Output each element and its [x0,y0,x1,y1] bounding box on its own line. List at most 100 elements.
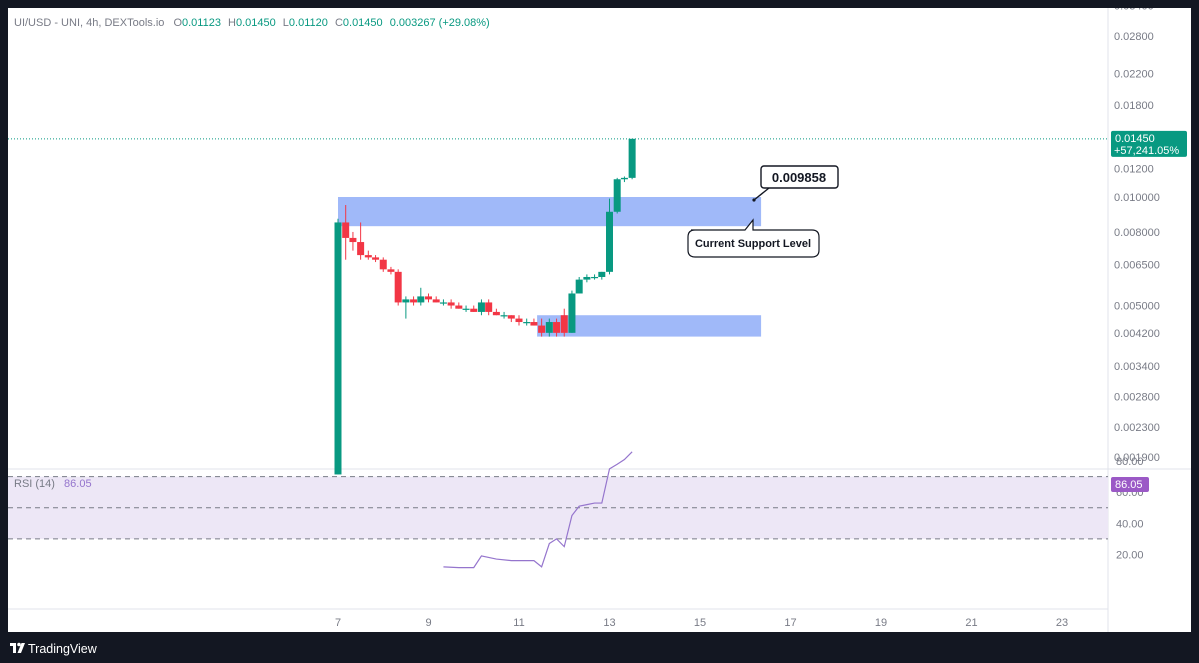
candle-body [553,322,561,333]
low-value: 0.01120 [289,17,328,29]
price-tick-label: 0.03400 [1114,8,1154,12]
price-tick-label: 0.010000 [1114,192,1160,204]
candle-body [349,237,357,243]
candle-body [394,271,402,303]
rsi-legend-value: 86.05 [64,478,92,490]
candle-body [364,255,372,258]
candle-body [560,315,568,333]
candle-body [372,257,380,260]
price-tick-label: 0.004200 [1114,328,1160,340]
rsi-legend: RSI (14) 86.05 [14,478,92,490]
ohlc-legend: UI/USD - UNI, 4h, DEXTools.io O0.01123 H… [14,17,490,29]
candle-body [379,259,387,270]
price-axis[interactable]: 0.03400 0.02800 0.02200 0.01800 0.01450 0.012… [1114,8,1160,464]
time-tick-label: 17 [784,617,796,629]
zone-rectangle-2 [537,315,762,337]
candle-body [470,308,478,312]
candle-body [387,269,395,272]
candle-body [447,302,455,306]
candle-body [545,322,553,333]
close-value: 0.01450 [343,17,383,29]
candle-body [357,242,365,256]
price-tick-label: 0.005000 [1114,301,1160,313]
candle-body [568,293,576,333]
value-callout[interactable]: 0.009858 [760,165,839,189]
current-price-text: 0.01450 [1115,133,1155,145]
candle-body [455,305,463,309]
price-tick-label: 0.006500 [1114,259,1160,271]
rsi-badge: 86.05 [1111,477,1149,492]
callout-anchor [752,198,756,202]
time-tick-label: 15 [694,617,706,629]
current-price-badge: 0.01450 +57,241.05% [1111,130,1187,157]
time-tick-label: 9 [425,617,431,629]
rsi-badge-value: 86.05 [1115,479,1143,491]
rsi-tick-label: 40.00 [1116,518,1144,530]
candle-body [523,322,531,324]
candle-body [613,179,621,212]
zone-rectangle-1 [338,197,762,227]
candle-body [485,302,493,312]
callout-value: 0.009858 [772,170,826,185]
candle-body [425,296,432,300]
time-tick-label: 13 [603,617,615,629]
support-callout[interactable]: Current Support Level [687,218,820,258]
candle-body [432,299,440,303]
time-tick-label: 7 [335,617,341,629]
candle-body [591,276,599,279]
price-tick-label: 0.002300 [1114,422,1160,434]
time-tick-label: 21 [965,617,977,629]
candle-body [583,276,591,280]
zones-layer [338,197,762,337]
candle-body [477,302,485,312]
candle-body [606,211,613,272]
price-tick-label: 0.003400 [1114,361,1160,373]
candle-body [417,296,425,303]
price-tick-label: 0.008000 [1114,227,1160,239]
candle-body [575,279,583,294]
time-tick-label: 23 [1056,617,1068,629]
candle-body [402,299,410,303]
time-tick-label: 19 [875,617,887,629]
change-value: 0.003267 (+29.08%) [390,17,490,29]
open-value: 0.01123 [182,17,221,29]
rsi-tick-label: 80.00 [1116,456,1144,468]
price-tick-label: 0.002800 [1114,391,1160,403]
candle-body [334,222,342,475]
footer-bar: TradingView [0,634,1199,663]
candle-body [628,138,636,178]
support-label: Current Support Level [695,238,811,250]
tradingview-brand[interactable]: TradingView [28,642,97,656]
rsi-band-lines [8,476,1108,540]
rsi-tick-label: 20.00 [1116,549,1144,561]
candles-layer [334,138,636,475]
time-axis[interactable]: 7 9 11 13 15 17 19 21 23 [335,617,1068,629]
candle-body [538,325,546,333]
candle-body [462,308,470,310]
candle-body [530,322,538,326]
chart-panel: UI/USD - UNI, 4h, DEXTools.io O0.01123 H… [8,8,1191,632]
rsi-title: RSI (14) [14,478,55,490]
price-tick-label: 0.02200 [1114,69,1154,81]
candle-body [507,315,515,319]
candle-body [598,271,606,277]
candle-body [492,311,500,316]
price-tick-label: 0.01800 [1114,100,1154,112]
candle-body [515,318,523,323]
candle-body [342,222,350,238]
tradingview-logo-icon[interactable] [10,641,26,655]
callout-bubble [687,218,820,258]
price-tick-label: 0.001900 [1114,452,1160,464]
price-tick-label: 0.02800 [1114,31,1154,43]
candle-body [439,302,447,304]
price-change-percent: +57,241.05% [1114,145,1179,157]
price-tick-label: 0.01200 [1114,163,1154,175]
candle-body [620,177,628,180]
chart-svg[interactable]: UI/USD - UNI, 4h, DEXTools.io O0.01123 H… [8,8,1191,632]
candle-body [500,315,508,317]
callout-pointer [753,187,770,201]
rsi-line [443,451,633,569]
time-tick-label: 11 [513,617,524,629]
